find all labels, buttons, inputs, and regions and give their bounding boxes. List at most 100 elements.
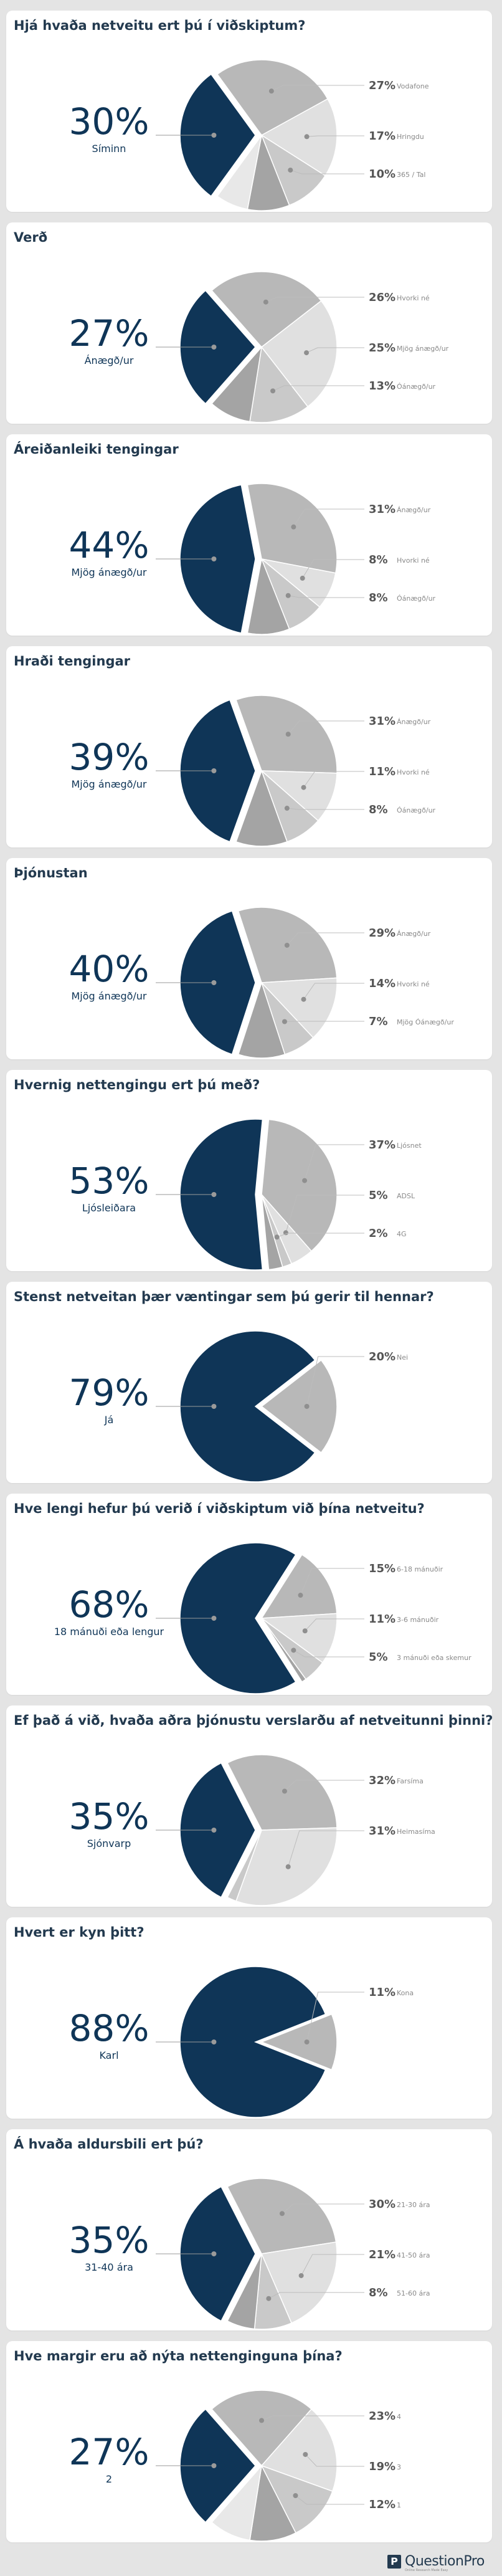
callout-label: Nei: [397, 1353, 408, 1362]
callout-dot: [298, 2273, 304, 2278]
pie-slice: [247, 557, 290, 635]
main-stat-value: 68%: [69, 1583, 149, 1626]
callout-dot: [285, 1864, 291, 1869]
chart-title: Verð: [14, 230, 48, 245]
main-stat-value: 30%: [69, 100, 149, 143]
main-stat: 88% Karl: [34, 2010, 184, 2062]
main-dot: [211, 980, 217, 985]
main-stat-value: 27%: [69, 2431, 149, 2473]
main-stat-value: 35%: [69, 2219, 149, 2261]
callout-dot: [302, 1628, 308, 1634]
callout-value: 8%: [369, 803, 388, 816]
pie-slice: [216, 59, 329, 136]
pie-slice: [249, 2464, 296, 2542]
pie-slice: [260, 300, 338, 408]
main-stat-value: 39%: [69, 736, 149, 778]
callout-value: 19%: [369, 2460, 395, 2473]
callout-dot: [304, 2039, 310, 2044]
main-stat-label: 18 mánuði eða lengur: [54, 1626, 164, 1638]
callout-label: 6-18 mánuðir: [397, 1565, 443, 1573]
callout-dot: [291, 524, 296, 530]
pie-slice: [261, 1618, 307, 1683]
pie-slice: [260, 1553, 338, 1619]
chart-title: Ef það á við, hvaða aðra þjónustu versla…: [14, 1713, 493, 1728]
callout-leader-line: [265, 297, 364, 303]
callout-label: Hvorki né: [397, 294, 430, 302]
logo-tagline: Online Research Made Easy: [405, 2569, 448, 2572]
chart-title: Hvert er kyn þitt?: [14, 1925, 144, 1940]
callout-value: 31%: [369, 715, 395, 728]
chart-card: Hjá hvaða netveitu ert þú í viðskiptum? 3…: [6, 11, 492, 212]
pie-chart: 31% Ánægð/ur 11% Hvorki né 8% Óánægð/ur: [156, 695, 436, 847]
chart-title: Hve lengi hefur þú verið í viðskiptum vi…: [14, 1501, 425, 1516]
chart-title: Hjá hvaða netveitu ert þú í viðskiptum?: [14, 18, 306, 33]
callout-leader-line: [282, 2203, 364, 2214]
callout-label: Ljósnet: [397, 1142, 422, 1150]
main-stat: 79% Já: [34, 1374, 184, 1426]
callout-label: Ánægð/ur: [397, 930, 431, 938]
main-stat: 27% Ánægð/ur: [34, 315, 184, 367]
callout-leader-line: [268, 2292, 364, 2299]
callout-dot: [291, 1648, 296, 1653]
callout-dot: [282, 1788, 287, 1794]
callout-dot: [284, 806, 290, 811]
callout-leader-line: [306, 347, 364, 353]
chart-card: Þjónustan 40% Mjög ánægð/ur 29% Ánægð/ur 14% H…: [6, 858, 492, 1059]
pie-chart: 11% Kona: [156, 1966, 414, 2118]
callout-value: 31%: [369, 1825, 395, 1838]
callout-leader-line: [288, 595, 364, 598]
callout-dot: [300, 575, 305, 581]
callout-leader-line: [306, 1356, 364, 1407]
main-stat-label: Ljósleiðara: [82, 1202, 136, 1214]
main-stat-label: Mjög ánægð/ur: [71, 990, 147, 1002]
callout-leader-line: [306, 1992, 364, 2043]
main-stat-label: Karl: [99, 2049, 119, 2061]
callout-value: 32%: [369, 1774, 395, 1787]
chart-card: Hve lengi hefur þú verið í viðskiptum vi…: [6, 1494, 492, 1695]
callout-dot: [302, 1178, 308, 1183]
chart-card: Ef það á við, hvaða aðra þjónustu versla…: [6, 1705, 493, 1907]
callout-leader-line: [288, 1830, 364, 1867]
chart-title: Hve margir eru að nýta nettenginguna þín…: [14, 2349, 343, 2364]
main-stat-value: 53%: [69, 1160, 149, 1202]
main-stat: 40% Mjög ánægð/ur: [34, 950, 184, 1003]
callout-dot: [285, 593, 291, 598]
chart-card: Hvernig nettengingu ert þú með? 53% Ljósle…: [6, 1070, 492, 1271]
callout-label: 4: [397, 2413, 401, 2421]
chart-title: Hraði tengingar: [14, 654, 131, 669]
main-dot: [211, 1192, 217, 1197]
callout-value: 21%: [369, 2248, 395, 2261]
main-stat: 30% Síminn: [34, 103, 184, 155]
callout-label: Hvorki né: [397, 768, 430, 776]
callout-label: 21-30 ára: [397, 2201, 430, 2209]
pie-slice: [227, 2178, 337, 2254]
pie-chart: 26% Hvorki né 25% Mjög ánægð/ur 13% Óánægð/ur: [156, 271, 449, 423]
main-dot: [211, 556, 217, 561]
pie-slice: [260, 98, 338, 176]
main-dot: [211, 2463, 217, 2468]
callout-leader-line: [300, 1568, 364, 1596]
callout-dot: [301, 785, 306, 790]
callout-value: 26%: [369, 291, 395, 304]
pie-chart: 15% 6-18 mánuðir 11% 3-6 mánuðir 5% 3 mánuði …: [156, 1542, 471, 1694]
main-stat-value: 44%: [69, 524, 149, 566]
callout-leader-line: [301, 2254, 364, 2276]
pie-slice: [261, 1194, 283, 1271]
callout-leader-line: [287, 932, 364, 946]
main-dot: [211, 133, 217, 138]
callout-dot: [284, 942, 290, 948]
main-stat-label: Síminn: [92, 143, 126, 155]
callout-value: 2%: [369, 1227, 388, 1240]
pie-slice: [260, 1359, 338, 1454]
pie-slice: [211, 2464, 263, 2541]
pie-chart: 30% 21-30 ára 21% 41-50 ára 8% 51-60 ára: [156, 2178, 430, 2330]
callout-label: Ánægð/ur: [397, 506, 431, 514]
chart-title: Þjónustan: [14, 866, 88, 880]
callout-value: 13%: [369, 379, 395, 393]
callout-label: 3: [397, 2463, 401, 2471]
callout-value: 20%: [369, 1350, 395, 1363]
callout-value: 25%: [369, 341, 395, 355]
callout-value: 8%: [369, 2286, 388, 2299]
callout-dot: [263, 299, 268, 305]
logo-mark: P: [387, 2555, 401, 2569]
